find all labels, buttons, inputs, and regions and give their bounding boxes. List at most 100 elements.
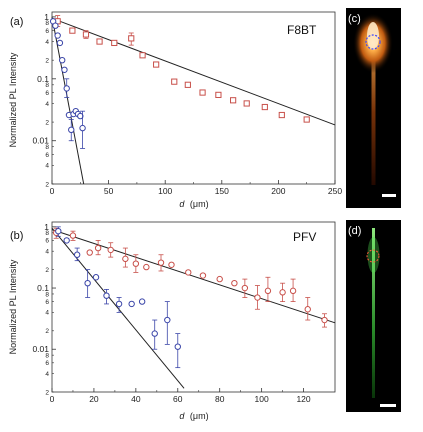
y-minor-tick-label: 4 xyxy=(45,163,49,170)
y-minor-tick-label: 4 xyxy=(45,371,49,378)
data-point-red xyxy=(157,259,165,266)
data-point-red xyxy=(111,39,118,47)
y-tick-label: 0.1 xyxy=(37,74,49,84)
scale-bar xyxy=(382,194,396,197)
x-tick-label: 150 xyxy=(215,186,229,196)
fit-lines xyxy=(51,227,336,389)
data-point-red xyxy=(216,275,223,283)
data-point-red xyxy=(69,232,77,239)
y-minor-tick-label: 8 xyxy=(45,20,49,27)
panel-label: (b) xyxy=(10,230,23,242)
y-minor-tick-label: 2 xyxy=(45,328,49,335)
data-point-blue xyxy=(63,237,70,244)
y-minor-tick-label: 2 xyxy=(45,181,49,188)
data-point-blue xyxy=(174,343,181,350)
data-point-blue xyxy=(68,126,75,134)
data-point-blue xyxy=(63,85,70,92)
x-tick-label: 250 xyxy=(328,186,342,196)
emission-core xyxy=(367,22,379,50)
data-point-red xyxy=(279,289,286,296)
data-point-blue xyxy=(55,227,62,235)
data-point-red xyxy=(215,91,222,98)
data-point-red xyxy=(122,255,129,263)
data-point-blue xyxy=(77,112,84,120)
y-minor-tick-label: 4 xyxy=(45,310,49,317)
y-minor-tick-label: 4 xyxy=(45,248,49,255)
data-point-red xyxy=(261,103,268,111)
plot-frame xyxy=(51,221,336,393)
data-point-red xyxy=(230,97,237,104)
x-tick-label: 40 xyxy=(131,394,141,404)
y-minor-tick-label: 8 xyxy=(45,82,49,89)
data-point-blue xyxy=(138,298,146,305)
y-tick-label: 0.1 xyxy=(37,283,49,293)
y-tick-label: 0.01 xyxy=(32,136,49,146)
data-point-blue xyxy=(56,39,64,47)
data-point-blue xyxy=(151,330,158,337)
data-point-blue xyxy=(79,124,86,132)
data-point-blue xyxy=(61,66,68,73)
x-tick-label: 80 xyxy=(215,394,225,404)
y-minor-tick-label: 6 xyxy=(45,360,49,367)
data-point-blue xyxy=(58,56,66,64)
data-point-red xyxy=(94,244,102,252)
x-axis-var: d xyxy=(179,199,185,209)
y-tick-label: 1 xyxy=(44,12,49,22)
data-point-red xyxy=(289,287,297,295)
data-marks xyxy=(52,226,328,369)
y-minor-tick-label: 2 xyxy=(45,57,49,64)
data-point-blue xyxy=(128,300,135,308)
panel-label: (a) xyxy=(10,16,23,28)
data-point-red xyxy=(69,27,76,34)
data-point-red xyxy=(254,294,261,301)
y-minor-tick-label: 6 xyxy=(45,299,49,306)
x-tick-label: 100 xyxy=(255,394,269,404)
x-tick-label: 200 xyxy=(271,186,285,196)
x-tick-label: 60 xyxy=(173,394,183,404)
y-minor-tick-label: 6 xyxy=(45,152,49,159)
data-point-blue xyxy=(115,300,123,308)
material-label: PFV xyxy=(293,230,316,244)
data-point-red xyxy=(82,31,90,38)
panel-label: (c) xyxy=(348,13,361,25)
data-point-red xyxy=(243,100,250,107)
data-point-red xyxy=(153,61,160,68)
scale-bar xyxy=(380,404,396,407)
data-point-blue xyxy=(103,292,110,299)
y-minor-tick-label: 4 xyxy=(45,39,49,46)
x-tick-label: 50 xyxy=(104,186,114,196)
micrograph-panel-c: (c) xyxy=(346,8,401,208)
y-minor-tick-label: 8 xyxy=(45,230,49,237)
y-axis-title: Normalized PL Intensity xyxy=(8,259,18,354)
emission-trail xyxy=(372,228,375,398)
data-point-red xyxy=(199,272,207,279)
data-point-red xyxy=(107,246,114,254)
fit-line-blue xyxy=(51,16,85,185)
data-point-blue xyxy=(73,251,81,258)
data-point-red xyxy=(199,89,206,96)
y-axis-title: Normalized PL Intensity xyxy=(8,52,18,147)
y-minor-tick-label: 8 xyxy=(45,352,49,359)
x-tick-label: 120 xyxy=(296,394,310,404)
data-point-red xyxy=(86,249,93,256)
data-point-blue xyxy=(52,22,59,29)
y-minor-tick-label: 2 xyxy=(45,267,49,274)
data-point-red xyxy=(132,260,140,267)
data-point-blue xyxy=(54,32,61,39)
x-axis-unit: (μm) xyxy=(190,411,209,421)
x-tick-label: 0 xyxy=(50,394,55,404)
data-point-red xyxy=(278,111,285,119)
data-point-red xyxy=(231,279,238,287)
data-point-blue xyxy=(164,316,171,324)
y-minor-tick-label: 6 xyxy=(45,238,49,245)
fit-line-red xyxy=(51,17,336,126)
x-tick-label: 20 xyxy=(89,394,99,404)
x-tick-label: 100 xyxy=(158,186,172,196)
emission-glow xyxy=(367,237,380,273)
data-point-red xyxy=(139,52,146,59)
data-point-red xyxy=(241,284,249,292)
